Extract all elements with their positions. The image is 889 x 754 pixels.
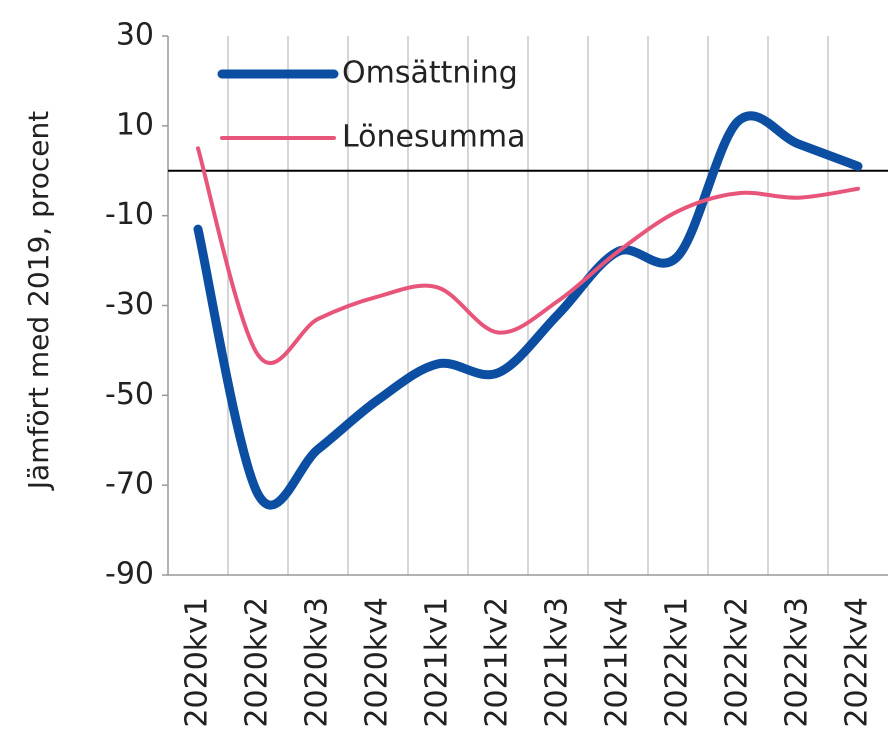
x-tick-label: 2020kv2 [240,597,275,728]
x-tick-label: 2022kv3 [780,597,815,728]
x-tick-label: 2020kv4 [360,597,395,728]
y-tick-label: 30 [116,18,154,53]
y-tick-label: -90 [105,557,154,592]
y-tick-label: -30 [105,287,154,322]
x-tick-label: 2021kv1 [420,597,455,728]
line [196,146,860,365]
y-tick-label: -50 [105,377,154,412]
x-tick-label: 2022kv1 [660,597,695,728]
y-tick-label: 10 [116,107,154,142]
x-tick-label: 2021kv4 [600,597,635,728]
x-tick-label: 2020kv1 [180,597,215,728]
y-tick-label: -70 [105,467,154,502]
legend-label: Omsättning [342,56,518,91]
x-tick-label: 2022kv4 [840,597,875,728]
x-tick-label: 2021kv2 [480,597,515,728]
line [193,111,863,510]
legend-label: Lönesumma [342,120,526,155]
y-tick-label: -10 [105,197,154,232]
x-tick-label: 2021kv3 [540,597,575,728]
x-tick-label: 2022kv2 [720,597,755,728]
y-axis-label: Jämfört med 2019, procent [22,111,55,491]
x-tick-label: 2020kv3 [300,597,335,728]
